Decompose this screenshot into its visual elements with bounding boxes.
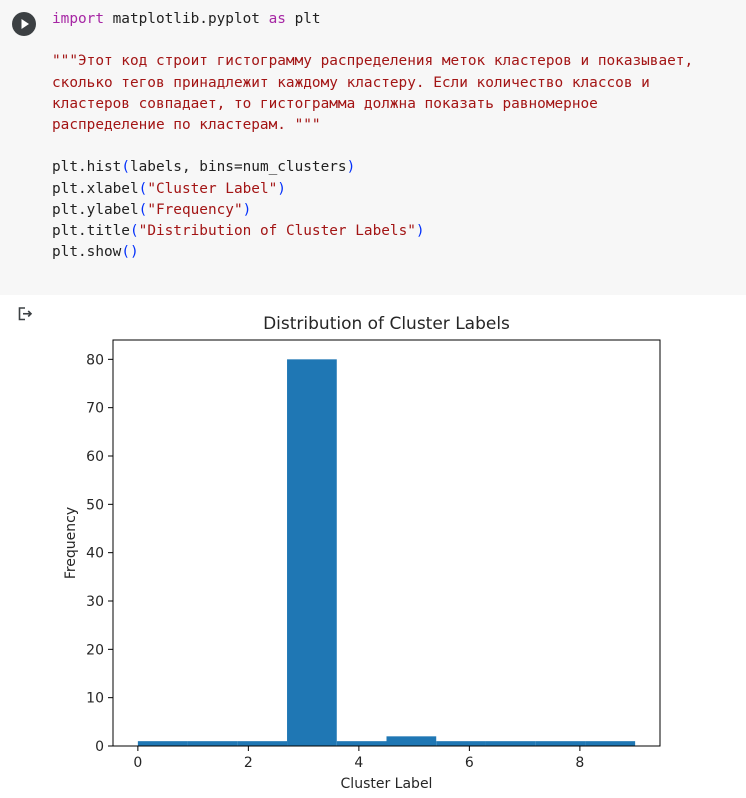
keyword-import: import (52, 11, 104, 27)
histogram-bar-5 (386, 736, 437, 746)
axes-frame (112, 339, 661, 747)
histogram-bar-8 (535, 741, 586, 746)
xlabel-close-paren: ) (277, 180, 286, 197)
histogram-bar-0 (137, 741, 188, 746)
show-parens: () (121, 244, 139, 261)
title-call: plt.title (52, 223, 130, 240)
y-tick-label: 0 (95, 739, 104, 755)
run-cell-button[interactable] (12, 12, 36, 36)
y-tick-label: 60 (86, 449, 104, 465)
ylabel-close-paren: ) (242, 201, 252, 218)
x-axis-label: Cluster Label (341, 776, 433, 792)
y-tick-label: 10 (86, 691, 104, 707)
docstring-line-3: кластеров совпадает, то гистограмма долж… (52, 95, 598, 112)
x-tick-label: 8 (575, 755, 584, 771)
hist-open-paren: ( (121, 159, 130, 176)
docstring-line-1: """Этот код строит гистограмму распредел… (52, 53, 694, 70)
code-editor[interactable]: import matplotlib.pyplot as plt """Этот … (52, 9, 693, 263)
title-open-paren: ( (129, 223, 139, 240)
ylabel-call: plt.ylabel (52, 201, 139, 218)
y-tick-label: 80 (86, 352, 104, 368)
histogram-chart: 0 2 4 6 8 0 10 20 30 40 50 60 70 80 Distribution of … (63, 314, 661, 792)
docstring-line-2: сколько тегов принадлежит каждому класте… (52, 74, 650, 91)
keyword-as: as (268, 11, 286, 27)
y-axis-label: Frequency (63, 507, 79, 579)
x-tick-label: 6 (465, 755, 474, 771)
module-name: matplotlib.pyplot (103, 11, 269, 27)
play-icon (21, 19, 29, 29)
chart-title: Distribution of Cluster Labels (263, 314, 510, 334)
y-tick-label: 40 (86, 546, 104, 562)
output-icon[interactable] (16, 306, 34, 326)
hist-args: labels, bins=num_clusters (129, 159, 347, 176)
title-close-paren: ) (415, 223, 425, 240)
hist-call: plt.hist (52, 159, 122, 176)
histogram-bar-3 (287, 359, 337, 746)
x-tick-label: 2 (244, 755, 253, 771)
histogram-bar-1 (187, 741, 238, 746)
output-arrow-icon (18, 307, 33, 321)
histogram-bar-6 (436, 741, 486, 746)
show-call: plt.show (52, 244, 122, 261)
histogram-bar-4 (336, 741, 387, 746)
histogram-bar-2 (237, 741, 288, 746)
histogram-bar-9 (585, 741, 636, 746)
title-arg: "Distribution of Cluster Labels" (138, 223, 416, 240)
y-tick-label: 30 (86, 594, 104, 610)
code-cell[interactable]: import matplotlib.pyplot as plt """Этот … (0, 0, 746, 295)
docstring-line-4: распределение по кластерам. """ (52, 117, 321, 134)
histogram-bar-7 (485, 741, 536, 746)
hist-close-paren: ) (346, 159, 356, 176)
ylabel-arg: "Frequency" (147, 201, 243, 218)
x-tick-label: 0 (133, 755, 142, 771)
y-tick-label: 20 (86, 642, 104, 658)
xlabel-call: plt.xlabel (52, 180, 139, 197)
module-alias: plt (285, 11, 321, 27)
xlabel-open-paren: ( (138, 180, 148, 197)
y-tick-label: 50 (86, 497, 104, 513)
y-tick-label: 70 (86, 401, 104, 417)
ylabel-open-paren: ( (138, 201, 148, 218)
xlabel-arg: "Cluster Label" (147, 180, 278, 197)
x-tick-label: 4 (354, 755, 363, 771)
